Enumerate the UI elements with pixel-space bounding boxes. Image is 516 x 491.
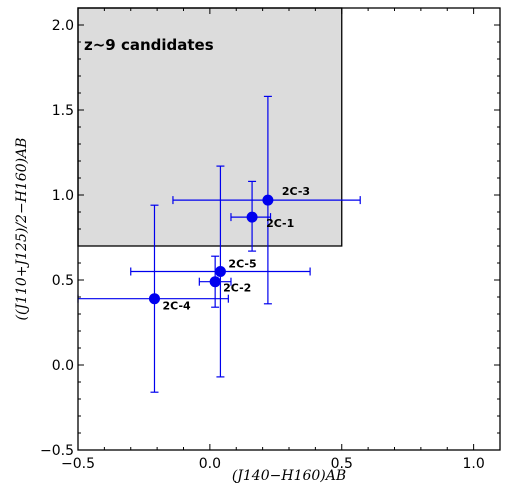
data-marker [262, 194, 274, 206]
data-series-layer: 2C-3 2C-1 2C-5 2C-2 2C-4 [77, 95, 361, 393]
data-marker [246, 211, 258, 223]
x-axis-label: (J140−H160)AB [232, 468, 346, 484]
y-tick-label: 0.5 [52, 273, 74, 289]
y-tick-label: −0.5 [40, 443, 74, 459]
data-point-label: 2C-1 [266, 217, 294, 230]
data-point-label: 2C-4 [162, 300, 191, 313]
y-tick-label: 1.0 [52, 188, 74, 204]
x-tick-label: 0.0 [199, 456, 221, 472]
x-tick-label: 1.0 [462, 456, 484, 472]
axis-ticks-layer: −0.5 0.0 0.5 1.0 −0.5 0.0 0.5 1.0 1.5 2.0 [40, 7, 501, 472]
data-point-label: 2C-5 [228, 258, 256, 271]
y-tick-label: 1.5 [52, 103, 74, 119]
selection-region-box [77, 7, 343, 247]
y-tick-label: 2.0 [52, 18, 74, 34]
data-point-label: 2C-2 [223, 282, 251, 295]
data-point-2c-2: 2C-2 [198, 255, 251, 308]
x-tick-label: 0.5 [331, 456, 353, 472]
data-point-2c-3: 2C-3 [172, 95, 361, 305]
data-point-2c-1: 2C-1 [230, 180, 294, 252]
data-marker [148, 293, 160, 305]
data-marker [209, 276, 221, 288]
data-marker [214, 266, 226, 277]
y-tick-label: 0.0 [52, 358, 74, 374]
x-tick-label: −0.5 [61, 456, 95, 472]
data-point-label: 2C-3 [282, 185, 310, 198]
data-point-2c-4: 2C-4 [77, 204, 229, 393]
selection-region-layer [77, 7, 343, 247]
y-axis-label: ((J110+J125)/2−H160)AB [14, 138, 30, 321]
selection-region-label: z~9 candidates [84, 36, 214, 54]
data-point-2c-5: 2C-5 [130, 165, 311, 378]
